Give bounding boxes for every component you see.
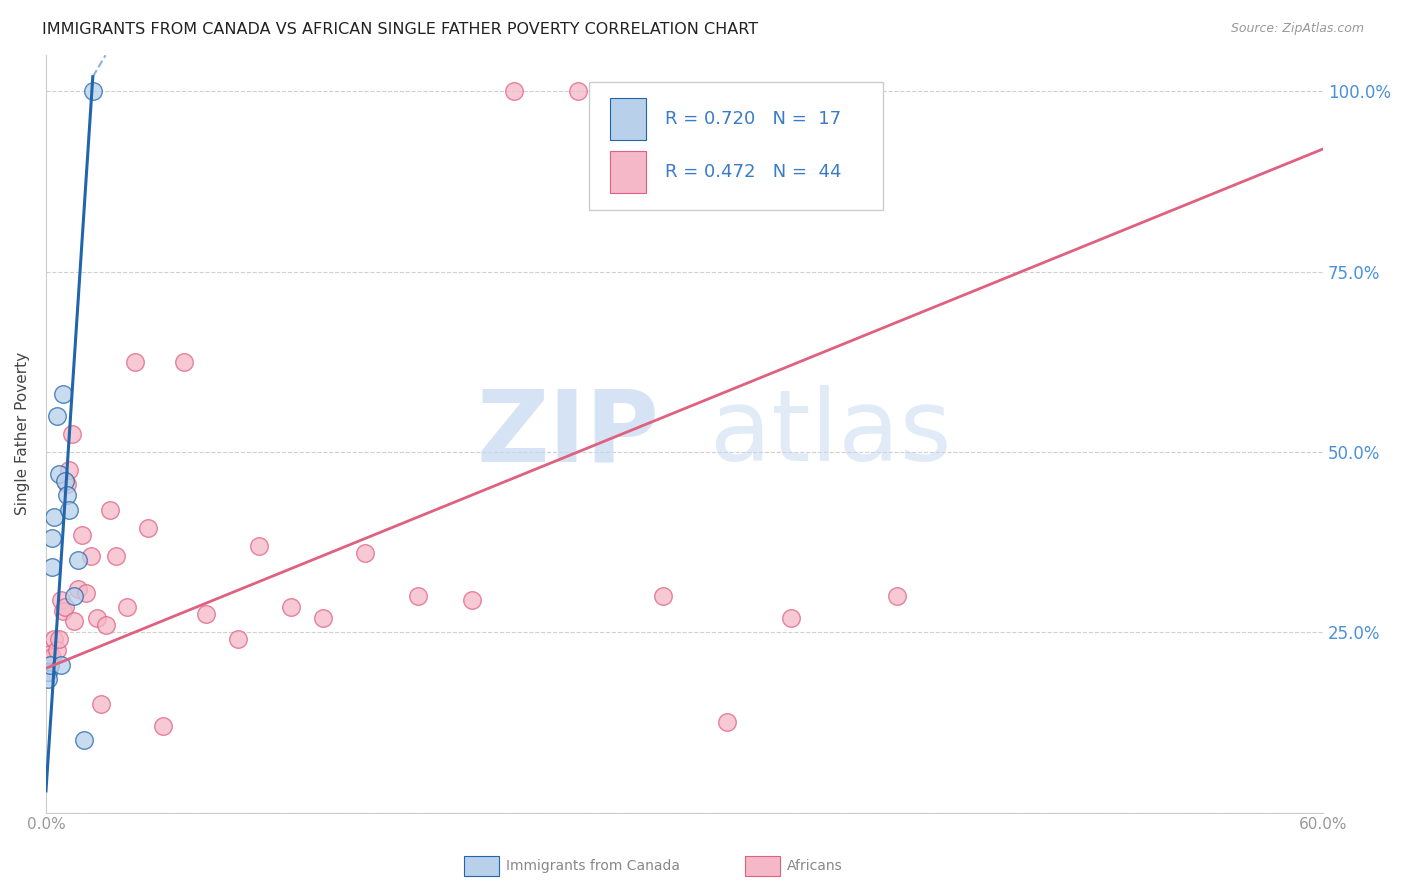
- Point: [90, 698, 112, 712]
- Point: [52, 603, 75, 617]
- Point: [48, 632, 70, 647]
- Point: [37, 672, 59, 686]
- Point: [886, 589, 908, 603]
- Point: [94, 618, 117, 632]
- Point: [66, 553, 89, 567]
- Point: [48, 467, 70, 481]
- Point: [45, 643, 67, 657]
- Point: [66, 582, 89, 596]
- Point: [49, 657, 72, 672]
- Point: [86, 611, 108, 625]
- Text: Africans: Africans: [787, 859, 844, 873]
- Point: [105, 549, 128, 564]
- Point: [567, 84, 589, 98]
- Point: [194, 607, 217, 622]
- Point: [75, 585, 97, 599]
- Point: [41, 560, 63, 574]
- Point: [152, 719, 174, 733]
- Point: [82, 84, 104, 98]
- FancyBboxPatch shape: [610, 152, 647, 193]
- Point: [37, 654, 59, 668]
- Point: [173, 355, 195, 369]
- Point: [58, 463, 80, 477]
- Point: [408, 589, 430, 603]
- Text: R = 0.472   N =  44: R = 0.472 N = 44: [665, 163, 842, 181]
- Point: [460, 592, 482, 607]
- Point: [41, 650, 63, 665]
- Point: [58, 502, 80, 516]
- Text: IMMIGRANTS FROM CANADA VS AFRICAN SINGLE FATHER POVERTY CORRELATION CHART: IMMIGRANTS FROM CANADA VS AFRICAN SINGLE…: [42, 22, 758, 37]
- Point: [37, 665, 59, 679]
- Point: [354, 546, 377, 560]
- Point: [39, 657, 62, 672]
- Point: [52, 387, 75, 401]
- Point: [98, 502, 121, 516]
- Point: [226, 632, 249, 647]
- Point: [44, 509, 66, 524]
- Point: [70, 528, 93, 542]
- FancyBboxPatch shape: [589, 82, 883, 211]
- Point: [62, 615, 84, 629]
- Point: [312, 611, 335, 625]
- Text: atlas: atlas: [710, 385, 952, 483]
- Text: R = 0.720   N =  17: R = 0.720 N = 17: [665, 110, 842, 128]
- Point: [73, 733, 96, 747]
- Point: [247, 539, 270, 553]
- Point: [37, 665, 59, 679]
- Point: [53, 599, 76, 614]
- Point: [79, 549, 101, 564]
- Point: [56, 488, 79, 502]
- Point: [124, 355, 146, 369]
- Point: [53, 474, 76, 488]
- Point: [45, 409, 67, 423]
- Point: [503, 84, 526, 98]
- Point: [56, 477, 79, 491]
- Point: [844, 170, 866, 185]
- FancyBboxPatch shape: [610, 98, 647, 140]
- Point: [115, 599, 138, 614]
- Point: [60, 426, 83, 441]
- Point: [280, 599, 302, 614]
- Text: ZIP: ZIP: [477, 385, 659, 483]
- Point: [39, 647, 62, 661]
- Point: [62, 589, 84, 603]
- Text: Immigrants from Canada: Immigrants from Canada: [506, 859, 681, 873]
- Text: Source: ZipAtlas.com: Source: ZipAtlas.com: [1230, 22, 1364, 36]
- Point: [780, 611, 803, 625]
- Point: [44, 632, 66, 647]
- Point: [39, 657, 62, 672]
- Point: [136, 520, 159, 534]
- Point: [49, 592, 72, 607]
- Point: [716, 715, 738, 730]
- Y-axis label: Single Father Poverty: Single Father Poverty: [15, 352, 30, 516]
- Point: [41, 532, 63, 546]
- Point: [652, 589, 675, 603]
